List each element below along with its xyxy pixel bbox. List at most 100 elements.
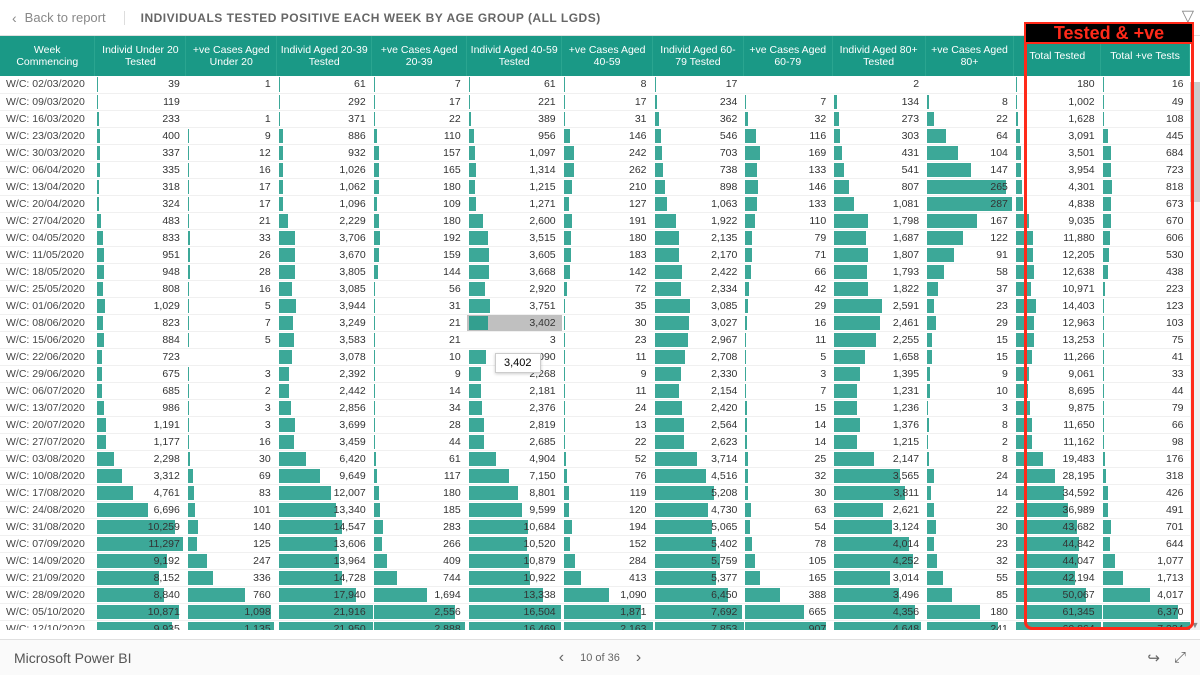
cell-a6079p[interactable]: 25 <box>743 450 832 467</box>
cell-week[interactable]: W/C: 04/05/2020 <box>0 229 95 246</box>
cell-a2039t[interactable]: 3,805 <box>277 263 372 280</box>
cell-a6079p[interactable]: 133 <box>743 195 832 212</box>
cell-week[interactable]: W/C: 16/03/2020 <box>0 110 95 127</box>
cell-week[interactable]: W/C: 18/05/2020 <box>0 263 95 280</box>
cell-a4059t[interactable]: 2,181 <box>467 382 562 399</box>
table-row[interactable]: W/C: 04/05/2020833333,7061923,5151802,13… <box>0 229 1190 246</box>
cell-u20t[interactable]: 723 <box>95 348 186 365</box>
cell-a6079t[interactable]: 4,730 <box>653 501 744 518</box>
cell-a80p[interactable]: 287 <box>925 195 1014 212</box>
cell-a2039t[interactable]: 12,007 <box>277 484 372 501</box>
cell-a6079t[interactable]: 2,967 <box>653 331 744 348</box>
cell-a4059t[interactable]: 389 <box>467 110 562 127</box>
cell-a2039p[interactable]: 144 <box>372 263 467 280</box>
cell-a80p[interactable]: 9 <box>925 365 1014 382</box>
cell-a4059t[interactable]: 3,751 <box>467 297 562 314</box>
cell-a4059t[interactable]: 2,600 <box>467 212 562 229</box>
table-row[interactable]: W/C: 11/05/2020951263,6701593,6051832,17… <box>0 246 1190 263</box>
cell-week[interactable]: W/C: 31/08/2020 <box>0 518 95 535</box>
cell-a2039t[interactable]: 3,583 <box>277 331 372 348</box>
cell-a4059p[interactable]: 11 <box>562 382 653 399</box>
cell-totp[interactable]: 491 <box>1101 501 1190 518</box>
table-row[interactable]: W/C: 15/06/202088453,583213232,967112,25… <box>0 331 1190 348</box>
cell-week[interactable]: W/C: 21/09/2020 <box>0 569 95 586</box>
cell-tott[interactable]: 34,592 <box>1014 484 1101 501</box>
cell-u20p[interactable]: 1 <box>186 110 277 127</box>
cell-u20t[interactable]: 233 <box>95 110 186 127</box>
cell-tott[interactable]: 8,695 <box>1014 382 1101 399</box>
cell-totp[interactable]: 108 <box>1101 110 1190 127</box>
cell-a4059p[interactable]: 76 <box>562 467 653 484</box>
table-row[interactable]: W/C: 08/06/202082373,249213,402303,02716… <box>0 314 1190 331</box>
cell-a80t[interactable]: 1,395 <box>832 365 925 382</box>
cell-a4059p[interactable]: 191 <box>562 212 653 229</box>
cell-a80p[interactable]: 265 <box>925 178 1014 195</box>
cell-a80p[interactable]: 85 <box>925 586 1014 603</box>
cell-a2039t[interactable]: 21,916 <box>277 603 372 620</box>
cell-a2039p[interactable]: 180 <box>372 178 467 195</box>
cell-totp[interactable]: 723 <box>1101 161 1190 178</box>
cell-a2039t[interactable]: 1,096 <box>277 195 372 212</box>
table-row[interactable]: W/C: 05/10/202010,8711,09821,9162,55616,… <box>0 603 1190 620</box>
cell-totp[interactable]: 644 <box>1101 535 1190 552</box>
cell-u20t[interactable]: 951 <box>95 246 186 263</box>
cell-a80t[interactable]: 273 <box>832 110 925 127</box>
cell-totp[interactable]: 318 <box>1101 467 1190 484</box>
cell-u20p[interactable]: 3 <box>186 416 277 433</box>
cell-a80p[interactable]: 15 <box>925 348 1014 365</box>
cell-a6079t[interactable]: 5,377 <box>653 569 744 586</box>
cell-a6079t[interactable]: 703 <box>653 144 744 161</box>
cell-a4059p[interactable]: 413 <box>562 569 653 586</box>
cell-u20p[interactable]: 30 <box>186 450 277 467</box>
table-row[interactable]: W/C: 09/03/20201192921722117234713481,00… <box>0 93 1190 110</box>
table-row[interactable]: W/C: 16/03/20202331371223893136232273221… <box>0 110 1190 127</box>
cell-a6079p[interactable]: 32 <box>743 467 832 484</box>
table-row[interactable]: W/C: 30/03/2020337129321571,097242703169… <box>0 144 1190 161</box>
cell-tott[interactable]: 12,205 <box>1014 246 1101 263</box>
cell-tott[interactable]: 11,650 <box>1014 416 1101 433</box>
cell-a2039p[interactable]: 165 <box>372 161 467 178</box>
cell-a6079p[interactable]: 16 <box>743 314 832 331</box>
next-page-arrow[interactable]: › <box>636 649 641 667</box>
cell-a6079p[interactable]: 146 <box>743 178 832 195</box>
cell-u20t[interactable]: 483 <box>95 212 186 229</box>
cell-a6079t[interactable]: 2,420 <box>653 399 744 416</box>
cell-u20t[interactable]: 823 <box>95 314 186 331</box>
column-header-a80p[interactable]: +ve Cases Aged 80+ <box>925 36 1014 76</box>
cell-tott[interactable]: 3,501 <box>1014 144 1101 161</box>
table-row[interactable]: W/C: 13/04/2020318171,0621801,2152108981… <box>0 178 1190 195</box>
cell-a80t[interactable]: 1,236 <box>832 399 925 416</box>
cell-totp[interactable]: 670 <box>1101 212 1190 229</box>
cell-a2039t[interactable]: 2,442 <box>277 382 372 399</box>
cell-a4059t[interactable]: 7,150 <box>467 467 562 484</box>
cell-a6079p[interactable]: 388 <box>743 586 832 603</box>
cell-a2039p[interactable]: 34 <box>372 399 467 416</box>
cell-u20p[interactable]: 336 <box>186 569 277 586</box>
cell-week[interactable]: W/C: 01/06/2020 <box>0 297 95 314</box>
table-row[interactable]: W/C: 02/03/202039161761817218016 <box>0 76 1190 93</box>
cell-a2039p[interactable]: 2,888 <box>372 620 467 630</box>
cell-a4059t[interactable]: 3,605 <box>467 246 562 263</box>
cell-totp[interactable]: 1,713 <box>1101 569 1190 586</box>
cell-a80p[interactable]: 167 <box>925 212 1014 229</box>
cell-a80t[interactable]: 4,014 <box>832 535 925 552</box>
cell-a80t[interactable]: 3,496 <box>832 586 925 603</box>
cell-u20p[interactable]: 69 <box>186 467 277 484</box>
cell-tott[interactable]: 9,035 <box>1014 212 1101 229</box>
cell-a6079t[interactable]: 2,334 <box>653 280 744 297</box>
cell-tott[interactable]: 3,954 <box>1014 161 1101 178</box>
cell-a6079t[interactable]: 1,063 <box>653 195 744 212</box>
cell-u20t[interactable]: 6,696 <box>95 501 186 518</box>
cell-u20t[interactable]: 4,761 <box>95 484 186 501</box>
cell-a2039t[interactable]: 932 <box>277 144 372 161</box>
cell-a2039t[interactable]: 3,249 <box>277 314 372 331</box>
table-row[interactable]: W/C: 12/10/20209,9351,13521,9502,88816,4… <box>0 620 1190 630</box>
cell-a2039p[interactable]: 157 <box>372 144 467 161</box>
cell-a4059t[interactable]: 2,819 <box>467 416 562 433</box>
cell-a4059p[interactable]: 119 <box>562 484 653 501</box>
cell-a6079p[interactable]: 42 <box>743 280 832 297</box>
cell-a2039p[interactable]: 110 <box>372 127 467 144</box>
cell-u20p[interactable]: 101 <box>186 501 277 518</box>
cell-a80t[interactable]: 541 <box>832 161 925 178</box>
cell-a4059p[interactable]: 210 <box>562 178 653 195</box>
